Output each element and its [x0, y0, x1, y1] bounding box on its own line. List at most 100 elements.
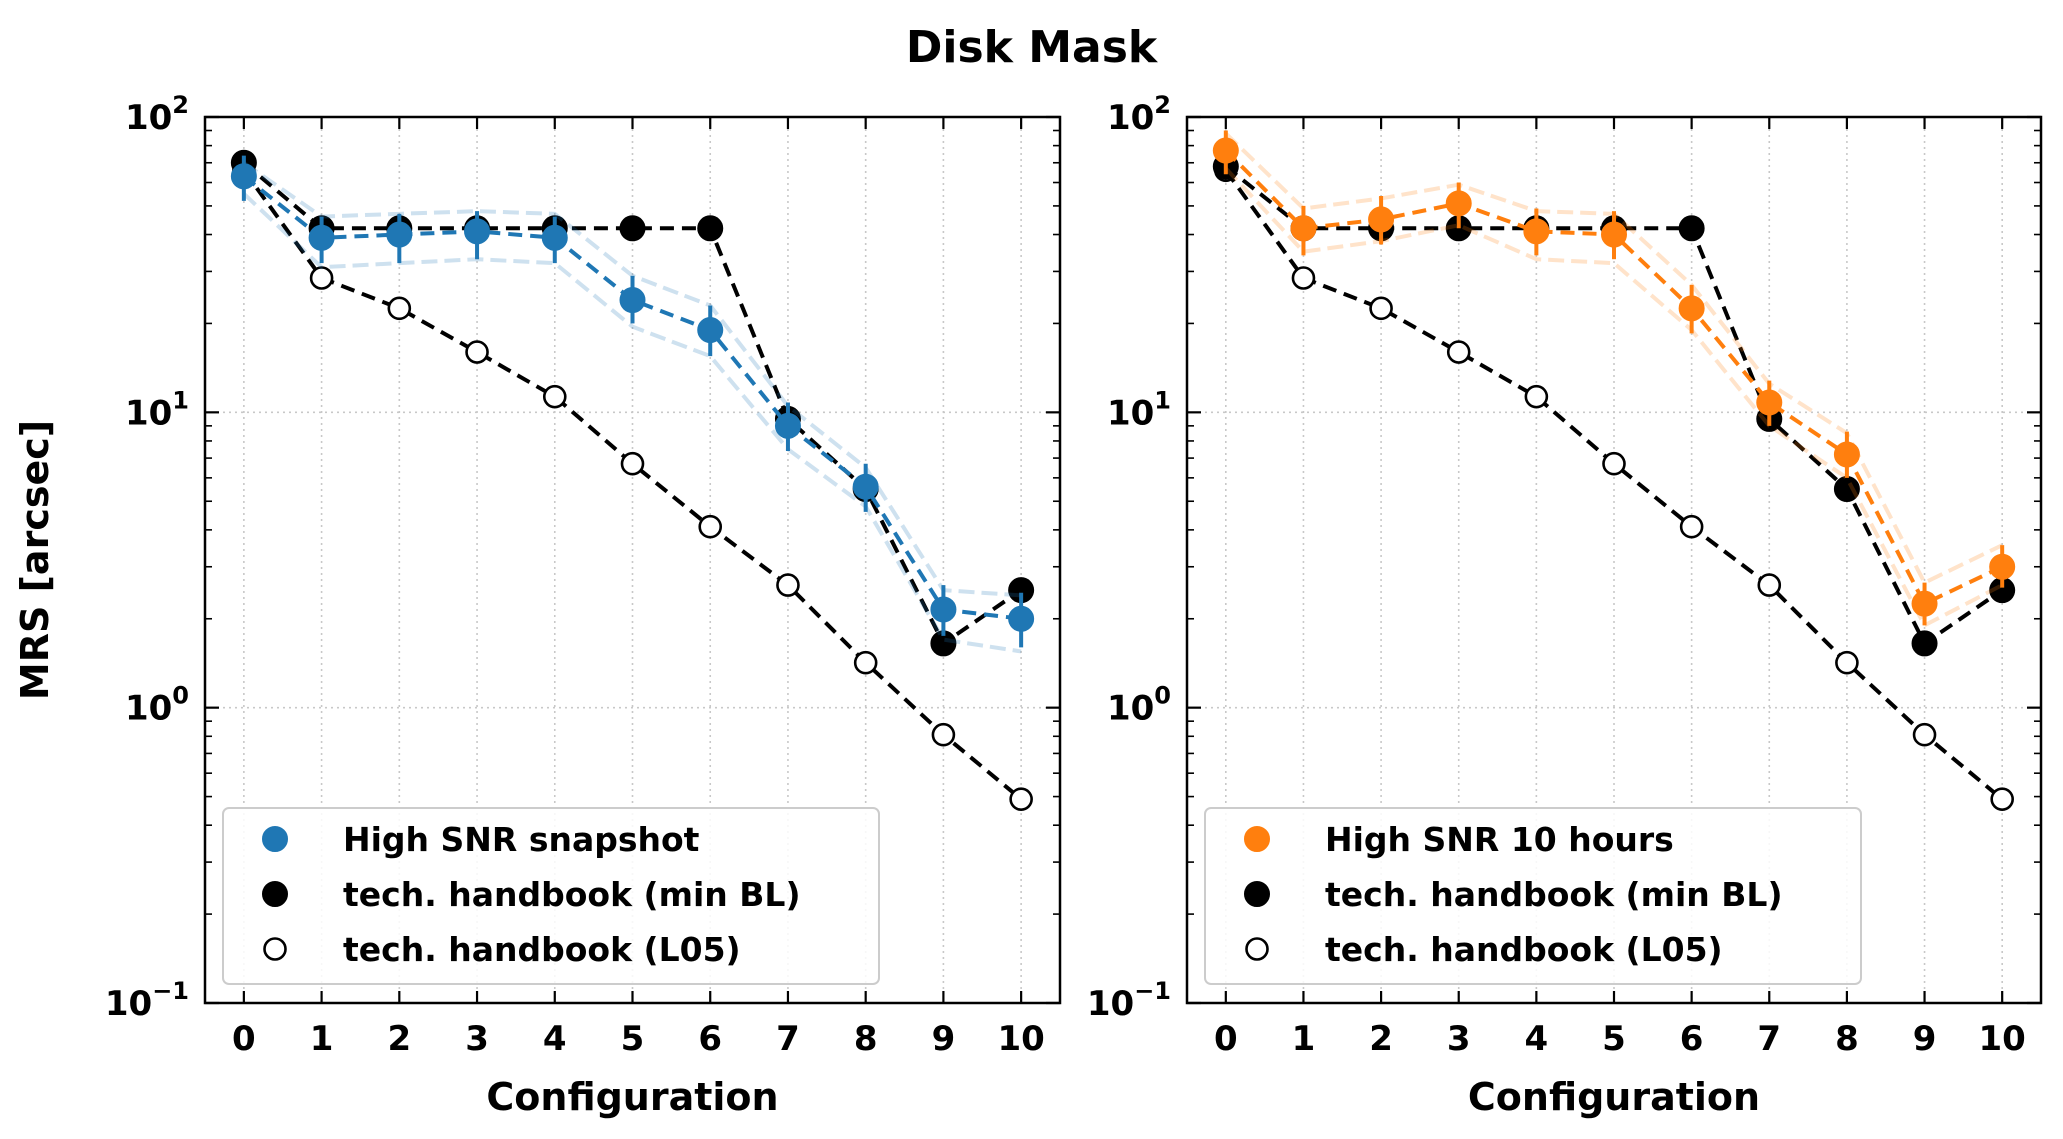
legend-label: High SNR 10 hours [1325, 820, 1674, 859]
data-point-open [1524, 384, 1549, 409]
x-tick-label: 8 [854, 1019, 878, 1059]
series-line [242, 174, 1022, 621]
legend-label: tech. handbook (min BL) [1325, 875, 1783, 914]
data-point-open [465, 340, 489, 364]
series-line [242, 161, 1023, 647]
legend-marker [262, 881, 288, 907]
data-point-open [776, 573, 800, 597]
data-point [697, 317, 724, 344]
x-tick-label: 7 [776, 1019, 800, 1059]
x-tick-label: 0 [232, 1019, 256, 1059]
data-point [619, 287, 646, 314]
legend-label: tech. handbook (min BL) [343, 875, 801, 914]
x-tick-label: 10 [1979, 1019, 2026, 1059]
x-tick-label: 5 [1602, 1019, 1626, 1059]
y-tick-label: 102 [1107, 91, 1171, 138]
data-point-open [1446, 340, 1471, 364]
data-point-open [931, 722, 956, 747]
data-point-open [1291, 266, 1316, 290]
data-point-open [853, 650, 878, 675]
x-tick-label: 1 [310, 1019, 334, 1059]
chart-panel-left: 0 1 2 3 4 5 6 7 8 9 10 102 101 100 10−1 Configuration MR… [13, 91, 1062, 1119]
data-point [1290, 215, 1317, 242]
x-tick-label: 10 [997, 1019, 1044, 1059]
data-point [1989, 553, 2016, 580]
data-point [1678, 215, 1705, 242]
data-point-open [542, 384, 567, 409]
data-point [930, 596, 957, 623]
data-point [1445, 190, 1472, 217]
legend-box [222, 807, 880, 985]
band-lower-line [242, 192, 1022, 654]
legend-label: High SNR snapshot [343, 820, 700, 859]
data-point [1008, 605, 1035, 632]
data-point [1212, 137, 1239, 164]
legend-marker [1244, 881, 1270, 907]
data-point [1756, 389, 1783, 416]
data-point [386, 221, 413, 248]
y-tick-label: 10−1 [1087, 977, 1171, 1024]
x-tick-label: 8 [1835, 1019, 1859, 1059]
data-point-open [1679, 514, 1704, 539]
legend-marker [1245, 937, 1269, 961]
band-lower-line [1224, 167, 2004, 629]
data-point-open [620, 451, 645, 476]
chart-panel-right: 0 1 2 3 4 5 6 7 8 9 10 102 101 100 10−1 Configuration Hi… [1087, 91, 2043, 1119]
legend-marker [263, 937, 287, 961]
x-tick-label: 2 [387, 1019, 411, 1059]
y-axis-label: MRS [arcsec] [13, 420, 57, 700]
x-axis-label: Configuration [486, 1075, 778, 1119]
legend-box [1204, 807, 1862, 985]
x-tick-label: 5 [621, 1019, 645, 1059]
data-point [619, 215, 646, 242]
legend-marker [262, 826, 288, 852]
y-tick-label: 102 [125, 91, 189, 138]
x-tick-label: 9 [932, 1019, 956, 1059]
data-point [1523, 218, 1550, 245]
data-point [852, 473, 879, 500]
data-point [464, 218, 491, 245]
data-point [774, 412, 801, 439]
x-tick-label: 6 [698, 1019, 722, 1059]
x-tick-label: 3 [1447, 1019, 1471, 1059]
legend-label: tech. handbook (L05) [343, 930, 741, 969]
x-tick-label: 6 [1680, 1019, 1704, 1059]
legend-label: tech. handbook (L05) [1325, 930, 1723, 969]
y-tick-label: 10−1 [105, 977, 189, 1024]
data-point [1601, 221, 1627, 248]
x-axis-label: Configuration [1468, 1075, 1760, 1119]
data-point [230, 163, 257, 190]
legend-marker [1244, 826, 1270, 852]
x-tick-label: 3 [465, 1019, 489, 1059]
data-point-open [1602, 451, 1626, 476]
x-tick-label: 2 [1369, 1019, 1393, 1059]
data-point [1678, 295, 1705, 322]
data-point [697, 215, 724, 242]
y-tick-label: 100 [1107, 682, 1171, 729]
x-tick-label: 9 [1913, 1019, 1937, 1059]
x-tick-label: 4 [543, 1019, 567, 1059]
x-tick-label: 4 [1525, 1019, 1549, 1059]
figure-title: Disk Mask [905, 22, 1158, 73]
data-point-open [1369, 296, 1393, 321]
data-point [1911, 590, 1938, 617]
data-point [308, 224, 335, 251]
data-point-open [1757, 573, 1782, 597]
y-tick-label: 101 [1107, 386, 1171, 433]
data-point [1911, 630, 1938, 657]
data-point-open [698, 514, 723, 539]
y-tick-label: 101 [125, 386, 189, 433]
y-tick-label: 100 [125, 682, 189, 729]
data-point [1368, 206, 1395, 233]
data-point-open [387, 296, 412, 321]
data-point-open [1835, 650, 1859, 675]
data-point-open [309, 266, 334, 290]
data-point-open [1009, 787, 1033, 811]
data-point-open [1990, 787, 2014, 811]
x-tick-label: 1 [1292, 1019, 1316, 1059]
x-tick-label: 7 [1757, 1019, 1781, 1059]
data-point-open [1912, 722, 1937, 747]
data-point [541, 224, 568, 251]
